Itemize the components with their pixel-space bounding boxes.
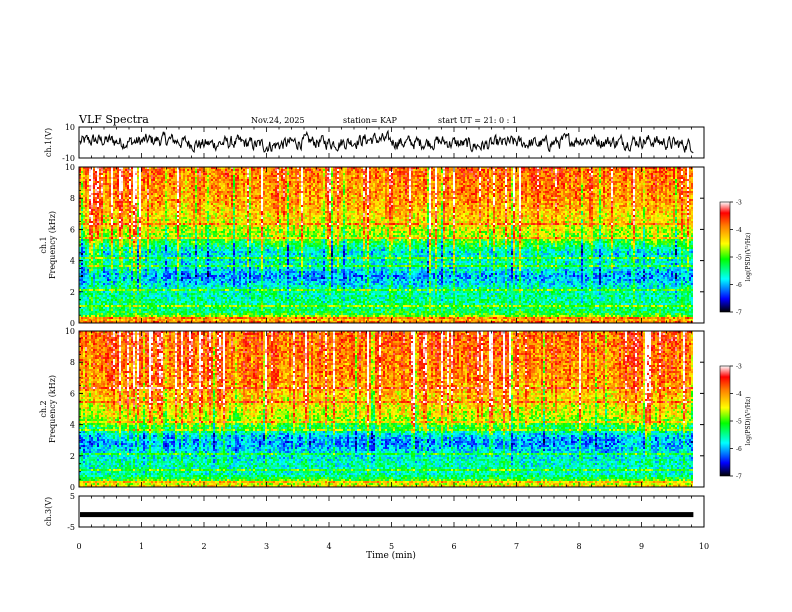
ch2-colorbar [720, 366, 730, 476]
x-tick-label: 7 [514, 542, 519, 551]
ch2-colorbar-tick-label: -3 [736, 364, 742, 371]
x-tick-label: 0 [76, 542, 81, 551]
ch2-colorbar-tick-label: -7 [736, 474, 742, 481]
x-tick-label: 3 [264, 542, 269, 551]
ch1-voltage-panel: 10 -10 ch.1(V) [44, 123, 704, 163]
ch3-ytick-top: 5 [70, 492, 75, 501]
ch1-colorbar-tick-label: -5 [736, 255, 742, 262]
date-label: Nov.24, 2025 [251, 116, 305, 125]
ch3-voltage-panel: 5 -5 ch.3(V) [44, 492, 704, 532]
vlf-spectra-figure: VLF Spectra Nov.24, 2025 station= KAP st… [0, 0, 792, 612]
x-tick-label: 5 [389, 542, 394, 551]
ch1-ytick-top: 10 [65, 123, 75, 132]
ch1-spectrogram-ytick-label: 10 [65, 163, 75, 172]
x-tick-label: 10 [699, 542, 709, 551]
ch1-colorbar [720, 202, 730, 312]
ch2-colorbar-label: log(PSD)(V²/Hz) [745, 397, 752, 446]
ch1-spectrogram-ytick-label: 4 [70, 257, 75, 266]
ch2-spectrogram-ytick-label: 10 [65, 327, 75, 336]
ch2-spectrogram-ytick-label: 6 [70, 389, 75, 398]
ch1-spectrogram-ytick-label: 6 [70, 225, 75, 234]
x-tick-label: 4 [326, 542, 331, 551]
x-tick-label: 8 [576, 542, 581, 551]
ch3-ytick-bottom: -5 [67, 523, 75, 532]
station-label: station= KAP [343, 116, 398, 125]
ch3-voltage-ylabel: ch.3(V) [44, 497, 53, 526]
ch2-spectrogram-ylabel-line2: Frequency (kHz) [48, 375, 57, 443]
x-tick-label: 6 [451, 542, 456, 551]
ch2-colorbar-tick-label: -6 [736, 446, 742, 453]
ch2-spectrogram-ylabel-line1: ch.2 [39, 400, 48, 417]
x-tick-label: 2 [201, 542, 206, 551]
ch1-spectrogram-image [79, 167, 704, 323]
ch1-colorbar-tick-label: -6 [736, 282, 742, 289]
x-tick-label: 9 [639, 542, 644, 551]
ch1-colorbar-tick-label: -3 [736, 200, 742, 207]
ch1-colorbar-tick-label: -4 [736, 227, 742, 234]
ch1-spectrogram-ytick-label: 8 [70, 194, 75, 203]
ch1-voltage-ylabel: ch.1(V) [44, 128, 53, 157]
ch2-spectrogram-ytick-label: 4 [70, 421, 75, 430]
ch1-colorbar-label: log(PSD)(V²/Hz) [745, 233, 752, 282]
ch3-voltage-trace [80, 512, 693, 517]
figure-title: VLF Spectra [78, 113, 149, 126]
ch1-spectrogram-ytick-label: 2 [70, 288, 75, 297]
start-time-label: start UT = 21: 0 : 1 [438, 116, 517, 125]
ch2-spectrogram-ytick-label: 2 [70, 452, 75, 461]
ch1-spectrogram-ylabel-line1: ch.1 [39, 236, 48, 253]
ch2-colorbar-tick-label: -5 [736, 419, 742, 426]
ch1-colorbar-tick-label: -7 [736, 310, 742, 317]
time-axis-label: Time (min) [366, 550, 416, 561]
x-tick-label: 1 [139, 542, 144, 551]
ch2-spectrogram-ytick-label: 0 [70, 483, 75, 492]
ch1-spectrogram-ylabel-line2: Frequency (kHz) [48, 211, 57, 279]
ch2-colorbar-tick-label: -4 [736, 391, 742, 398]
ch2-spectrogram-image [79, 331, 704, 487]
ch1-ytick-bottom: -10 [62, 154, 75, 163]
ch2-spectrogram-ytick-label: 8 [70, 358, 75, 367]
